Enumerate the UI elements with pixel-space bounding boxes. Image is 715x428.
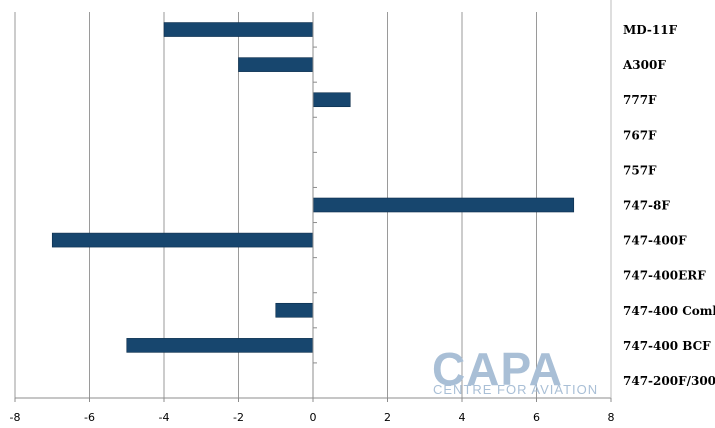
x-tick-label: -8 [10, 411, 21, 424]
bar-747-400-bcf [126, 338, 314, 353]
bar-747-400-combi [275, 302, 314, 318]
x-tick-label: -2 [233, 411, 244, 424]
category-label: 757F [623, 163, 657, 177]
watermark-tagline: CENTRE FOR AVIATION [433, 382, 598, 397]
x-tick-labels: -8 -6 -4 -2 0 2 4 6 8 [10, 411, 615, 424]
x-tick-label: 0 [310, 411, 317, 424]
axes [14, 0, 612, 402]
category-label: 777F [623, 93, 657, 107]
category-label: 747-400 BCF [623, 339, 711, 353]
category-label: 747-400ERF [623, 269, 706, 283]
x-tick-label: -6 [84, 411, 95, 424]
bar-md-11f [163, 22, 314, 37]
category-label: 747-200F/300F [623, 374, 715, 388]
x-tick-label: 4 [459, 411, 466, 424]
x-tick-label: 6 [533, 411, 540, 424]
category-label: 747-8F [623, 199, 670, 213]
capa-watermark: CAPA CENTRE FOR AVIATION [432, 343, 598, 397]
category-labels: MD-11F A300F 777F 767F 757F 747-8F 747-400F 747… [622, 23, 715, 388]
category-label: A300F [622, 58, 666, 72]
watermark-logo-text: CAPA [432, 343, 563, 395]
bar-747-400f [51, 232, 314, 248]
x-tick-label: 8 [608, 411, 615, 424]
bar-a300f [238, 57, 314, 72]
x-tick-label: 2 [384, 411, 391, 424]
bar-777f [312, 92, 351, 108]
bar-747-8f [312, 197, 575, 213]
x-tick-label: -4 [159, 411, 170, 424]
category-label: 747-400 Combi [623, 304, 715, 318]
bars [51, 22, 575, 353]
category-label: 767F [623, 128, 657, 142]
category-label: MD-11F [623, 23, 678, 37]
category-label: 747-400F [623, 234, 687, 248]
